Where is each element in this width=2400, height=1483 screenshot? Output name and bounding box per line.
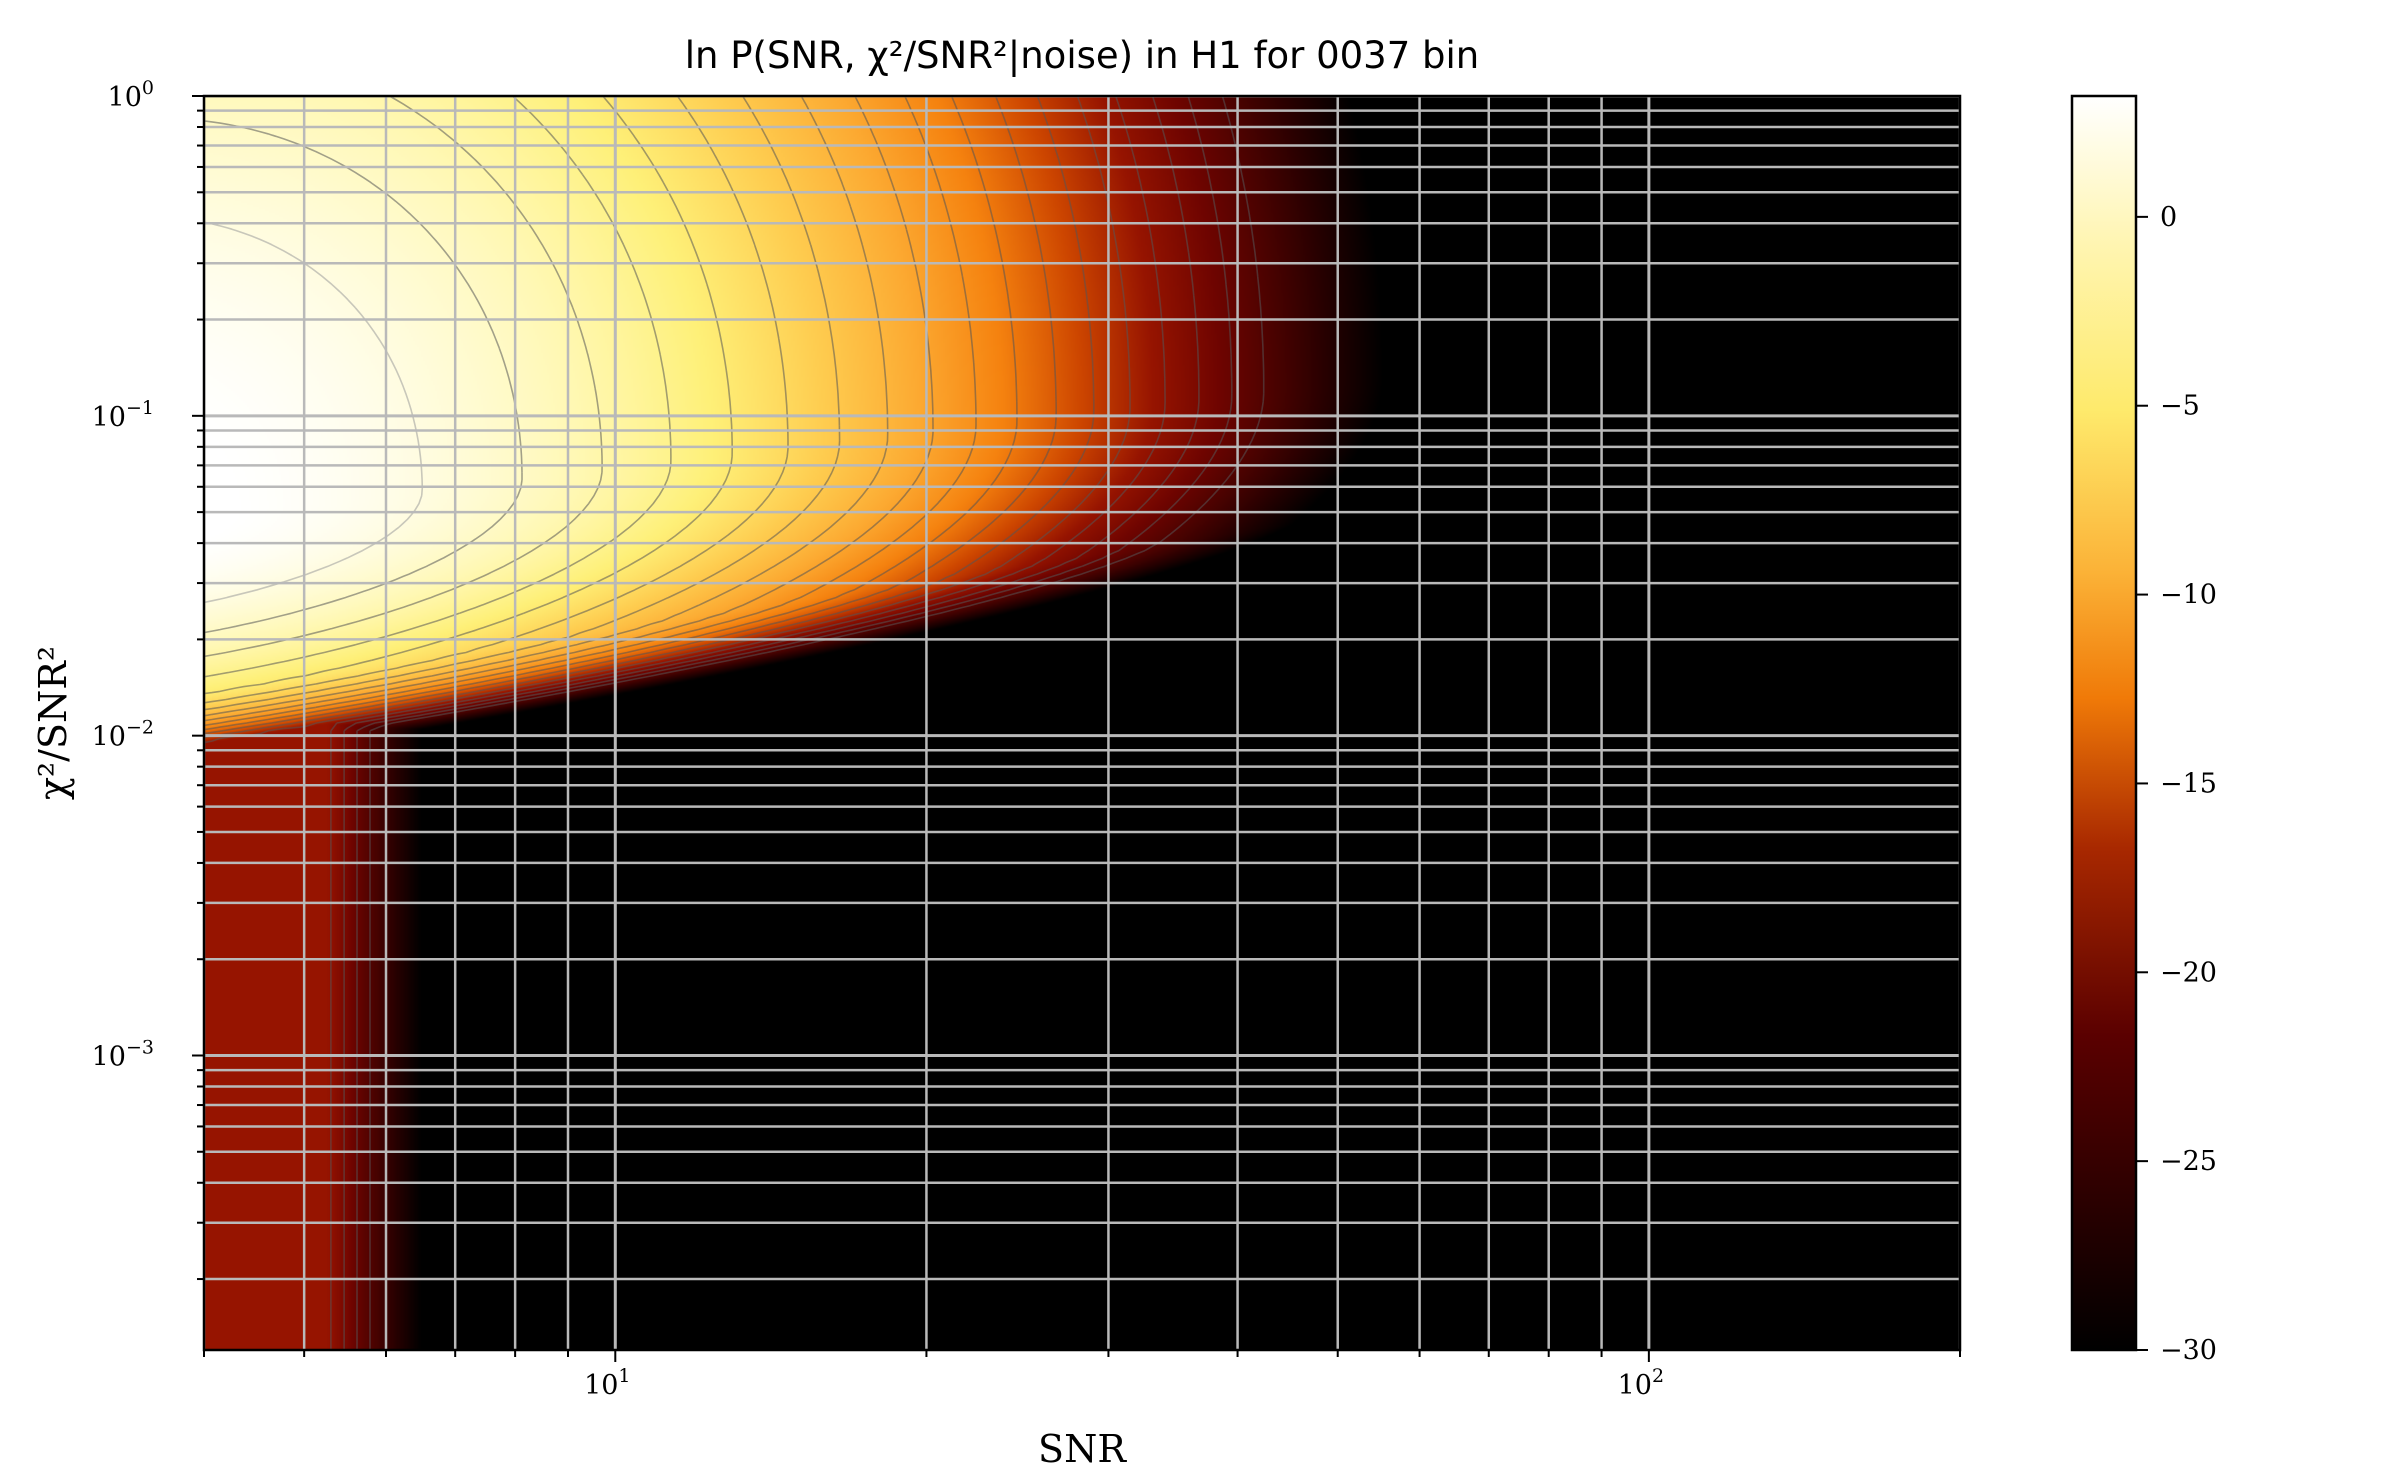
colorbar: 0 −5 −10 −15 −20 −25 −30 xyxy=(2070,94,2217,1366)
x-tick-label: 102 xyxy=(1618,1365,1664,1401)
y-tick-label: 100 xyxy=(108,77,154,113)
colorbar-ticks: 0 −5 −10 −15 −20 −25 −30 xyxy=(2136,202,2217,1366)
colorbar-tick-label: 0 xyxy=(2160,202,2177,233)
colorbar-tick-label: −10 xyxy=(2160,580,2217,611)
colorbar-tick-label: −30 xyxy=(2160,1335,2217,1366)
y-tick-label: 10−3 xyxy=(92,1036,154,1072)
plot-area xyxy=(202,94,1962,1352)
x-tick-label: 101 xyxy=(584,1365,630,1401)
y-tick-exponent: −3 xyxy=(126,1036,154,1058)
contour-line xyxy=(369,96,1265,1350)
contour-line xyxy=(204,96,789,704)
contour-line xyxy=(204,96,603,658)
contour-line xyxy=(204,96,1095,739)
x-axis: 101 102 xyxy=(203,1350,1961,1401)
y-axis-label: χ²/SNR² xyxy=(31,646,75,800)
colorbar-tick-label: −5 xyxy=(2160,391,2200,422)
grid-lines xyxy=(204,96,1960,1350)
plot-frame xyxy=(202,94,1962,1352)
contour-line xyxy=(204,96,934,722)
x-tick-exponent: 1 xyxy=(618,1365,630,1387)
contour-line xyxy=(356,96,1233,1350)
contour-line xyxy=(204,96,1057,735)
contour-line xyxy=(204,96,977,727)
colorbar-tick-label: −25 xyxy=(2160,1146,2217,1177)
x-tick-exponent: 2 xyxy=(1652,1365,1664,1387)
colorbar-tick-label: −20 xyxy=(2160,957,2217,988)
y-tick-exponent: −1 xyxy=(126,397,154,419)
contour-line xyxy=(343,96,1200,1350)
y-tick-exponent: 0 xyxy=(142,77,154,99)
colorbar-gradient xyxy=(2070,94,2138,1352)
y-tick-exponent: −2 xyxy=(126,717,154,739)
colorbar-tick-label: −15 xyxy=(2160,768,2217,799)
y-axis: 100 10−1 10−2 10−3 xyxy=(92,77,204,1281)
chart-title: ln P(SNR, χ²/SNR²|noise) in H1 for 0037 … xyxy=(685,34,1479,77)
contour-line xyxy=(204,96,1131,744)
y-tick-label: 10−2 xyxy=(92,717,154,753)
x-axis-label: SNR xyxy=(1038,1427,1127,1471)
contour-line xyxy=(330,96,1166,1350)
heatmap-image xyxy=(204,96,1960,1350)
y-tick-label: 10−1 xyxy=(92,397,154,433)
